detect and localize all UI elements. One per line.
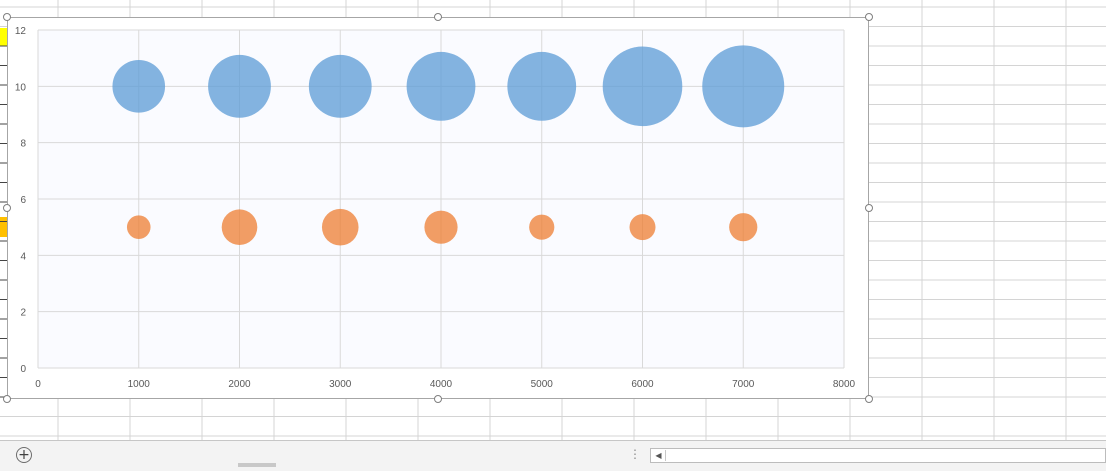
x-tick-label: 2000	[228, 379, 251, 390]
row-header-strip	[0, 28, 7, 398]
x-tick-label: 1000	[128, 379, 151, 390]
scroll-left-button[interactable]: ◀	[652, 450, 666, 461]
bubble-point	[221, 209, 258, 245]
split-handle-icon[interactable]: ⋮	[629, 447, 641, 461]
bubble-point	[629, 214, 656, 241]
x-tick-label: 5000	[531, 379, 554, 390]
resize-handle[interactable]	[434, 395, 442, 403]
x-tick-label: 4000	[430, 379, 453, 390]
y-tick-label: 4	[20, 251, 26, 262]
bubble-point	[729, 213, 758, 242]
y-tick-label: 8	[20, 139, 26, 150]
bubble-point	[208, 54, 271, 118]
sheet-tab-bar: + ⋮ ◀	[0, 440, 1106, 471]
highlighted-row-marker	[0, 28, 7, 46]
horizontal-scrollbar[interactable]: ◀	[650, 448, 1106, 463]
x-axis-tick-labels: 0 1000 2000 3000 4000 5000 6000 7000 8000	[35, 379, 855, 390]
y-tick-label: 10	[15, 82, 27, 93]
x-tick-label: 7000	[732, 379, 755, 390]
scrollbar-thumb[interactable]	[238, 463, 276, 467]
y-axis-tick-labels: 0 2 4 6 8 10 12	[15, 26, 27, 375]
resize-handle[interactable]	[3, 13, 11, 21]
bubble-point	[424, 210, 458, 244]
resize-handle[interactable]	[3, 204, 11, 212]
x-tick-label: 6000	[631, 379, 654, 390]
resize-handle[interactable]	[865, 204, 873, 212]
x-tick-label: 3000	[329, 379, 352, 390]
y-tick-label: 6	[20, 195, 26, 206]
resize-handle[interactable]	[434, 13, 442, 21]
highlighted-row-marker	[0, 217, 7, 237]
resize-handle[interactable]	[865, 13, 873, 21]
bubble-chart: 0 1000 2000 3000 4000 5000 6000 7000 8000 0 2 4 6 8 1…	[15, 26, 856, 390]
resize-handle[interactable]	[865, 395, 873, 403]
bubble-point	[112, 60, 166, 113]
resize-handle[interactable]	[3, 395, 11, 403]
bubble-point	[406, 51, 476, 121]
add-sheet-button[interactable]: +	[16, 447, 32, 463]
x-tick-label: 0	[35, 379, 41, 390]
y-tick-label: 2	[20, 308, 26, 319]
bubble-point	[602, 46, 683, 127]
y-tick-label: 0	[20, 364, 26, 375]
bubble-point	[702, 45, 785, 128]
bubble-point	[507, 51, 577, 121]
x-tick-label: 8000	[833, 379, 856, 390]
plus-icon: +	[18, 447, 30, 463]
y-tick-label: 12	[15, 26, 27, 37]
bubble-series	[112, 45, 785, 246]
bubble-point	[321, 208, 359, 246]
bubble-point	[126, 215, 151, 239]
bubble-point	[529, 214, 555, 240]
bubble-point	[308, 54, 372, 118]
